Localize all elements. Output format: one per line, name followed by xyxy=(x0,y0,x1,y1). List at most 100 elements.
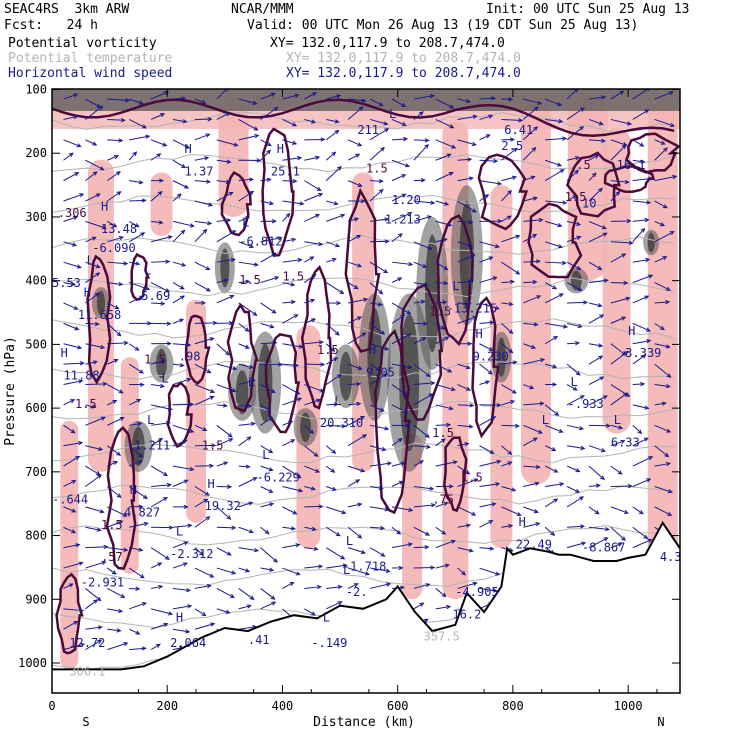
wind-vector xyxy=(282,93,300,100)
wind-vector-head xyxy=(357,263,363,268)
wind-vector-head xyxy=(285,212,291,218)
wind-vector-head xyxy=(207,117,213,122)
wind-vector xyxy=(391,136,409,142)
wind-vector-shaft xyxy=(216,219,231,222)
wind-vector xyxy=(282,212,291,222)
wind-vector-head xyxy=(407,364,413,370)
wind-vector-shaft xyxy=(282,94,299,100)
wind-vector-head xyxy=(97,474,103,479)
wind-vector-head xyxy=(224,89,229,92)
wind-vector-head xyxy=(337,584,343,590)
wind-vector-shaft xyxy=(501,461,512,467)
wind-vector-head xyxy=(92,171,98,176)
wind-vector-shaft xyxy=(107,608,123,612)
wind-vector-shaft xyxy=(85,292,100,304)
wind-vector xyxy=(566,465,581,473)
wind-vector-head xyxy=(361,332,367,337)
wind-vector-shaft xyxy=(63,322,79,330)
wind-vector-shaft xyxy=(85,361,98,365)
wind-vector-shaft xyxy=(391,481,403,487)
wind-vector-head xyxy=(167,611,174,616)
wind-vector-head xyxy=(444,201,450,206)
wind-vector-shaft xyxy=(172,118,187,123)
wind-vector xyxy=(588,261,603,270)
wind-vector-head xyxy=(205,266,211,270)
wind-vector xyxy=(348,502,363,508)
wind-vector xyxy=(479,363,493,375)
wind-vector-head xyxy=(423,282,429,287)
wind-vector-shaft xyxy=(85,404,96,408)
wind-vector-shaft xyxy=(128,232,145,243)
wind-vector-head xyxy=(92,360,99,365)
wind-vector-head xyxy=(495,571,501,576)
wind-vector-shaft xyxy=(479,445,494,454)
wind-vector-head xyxy=(70,429,76,434)
wind-vector-shaft xyxy=(391,526,401,535)
wind-vector-shaft xyxy=(413,139,429,141)
wind-vector-head xyxy=(137,460,143,465)
wind-vector xyxy=(544,293,564,304)
y-tick-label: 600 xyxy=(25,401,47,415)
wind-vector-shaft xyxy=(479,363,493,375)
wind-vector-shaft xyxy=(654,486,672,493)
wind-vector xyxy=(435,363,453,373)
wind-vector-shaft xyxy=(523,402,544,406)
wind-vector-head xyxy=(118,281,124,287)
wind-vector-head xyxy=(446,422,452,428)
header-model: SEAC4RS 3km ARW xyxy=(4,2,130,17)
wind-vector xyxy=(282,567,301,576)
wind-vector-shaft xyxy=(545,137,567,141)
wind-vector-head xyxy=(141,198,147,203)
wind-vector-shaft xyxy=(632,383,644,386)
wind-vector xyxy=(413,583,431,589)
wind-vector xyxy=(523,343,537,349)
wind-vector xyxy=(369,485,384,491)
wind-vector-head xyxy=(168,525,174,530)
wind-vector-head xyxy=(424,433,430,439)
wind-vector-head xyxy=(314,468,321,473)
wind-vector-shaft xyxy=(457,220,473,223)
wind-vector-shaft xyxy=(369,462,392,467)
wind-vector-shaft xyxy=(479,587,497,592)
field-label-theta: Potential temperature xyxy=(8,51,173,66)
wind-vector xyxy=(325,465,336,473)
pv-contour xyxy=(220,170,252,237)
wind-vector-head xyxy=(179,285,185,290)
wind-vector xyxy=(544,498,559,508)
cloud-core xyxy=(156,348,167,379)
wind-vector-shaft xyxy=(128,119,147,129)
wind-vector-head xyxy=(469,403,475,408)
wind-vector-head xyxy=(356,401,362,407)
wind-vector xyxy=(150,190,163,202)
wind-vector-head xyxy=(141,646,147,651)
cloud-core xyxy=(647,232,655,253)
wind-vector-head xyxy=(271,252,277,257)
wind-vector xyxy=(172,159,187,169)
contour-label: .5 xyxy=(576,158,590,172)
wind-vector xyxy=(435,460,458,467)
wind-vector-head xyxy=(318,193,324,198)
wind-vector xyxy=(588,187,603,202)
wind-vector xyxy=(413,299,426,305)
wind-vector-head xyxy=(384,507,390,512)
wind-vector xyxy=(348,198,366,204)
wind-vector-shaft xyxy=(150,643,161,651)
contour-label: .306 xyxy=(58,206,87,220)
wind-vector-head xyxy=(157,190,163,196)
wind-vector-head xyxy=(646,200,652,205)
wind-vector-shaft xyxy=(501,400,515,406)
wind-vector xyxy=(282,299,296,305)
wind-vector xyxy=(216,608,231,614)
wind-vector-shaft xyxy=(566,126,584,141)
wind-vector-shaft xyxy=(501,261,520,275)
wind-vector-head xyxy=(384,239,390,244)
wind-vector-head xyxy=(384,426,390,431)
wind-vector-head xyxy=(245,216,251,221)
wind-vector-head xyxy=(164,91,170,96)
wind-vector-shaft xyxy=(107,642,128,651)
wind-vector-head xyxy=(93,599,99,604)
wind-vector xyxy=(282,581,295,589)
wind-vector-head xyxy=(270,388,276,393)
wind-vector-shaft xyxy=(260,547,278,563)
contour-label: 1.5 xyxy=(239,273,261,287)
